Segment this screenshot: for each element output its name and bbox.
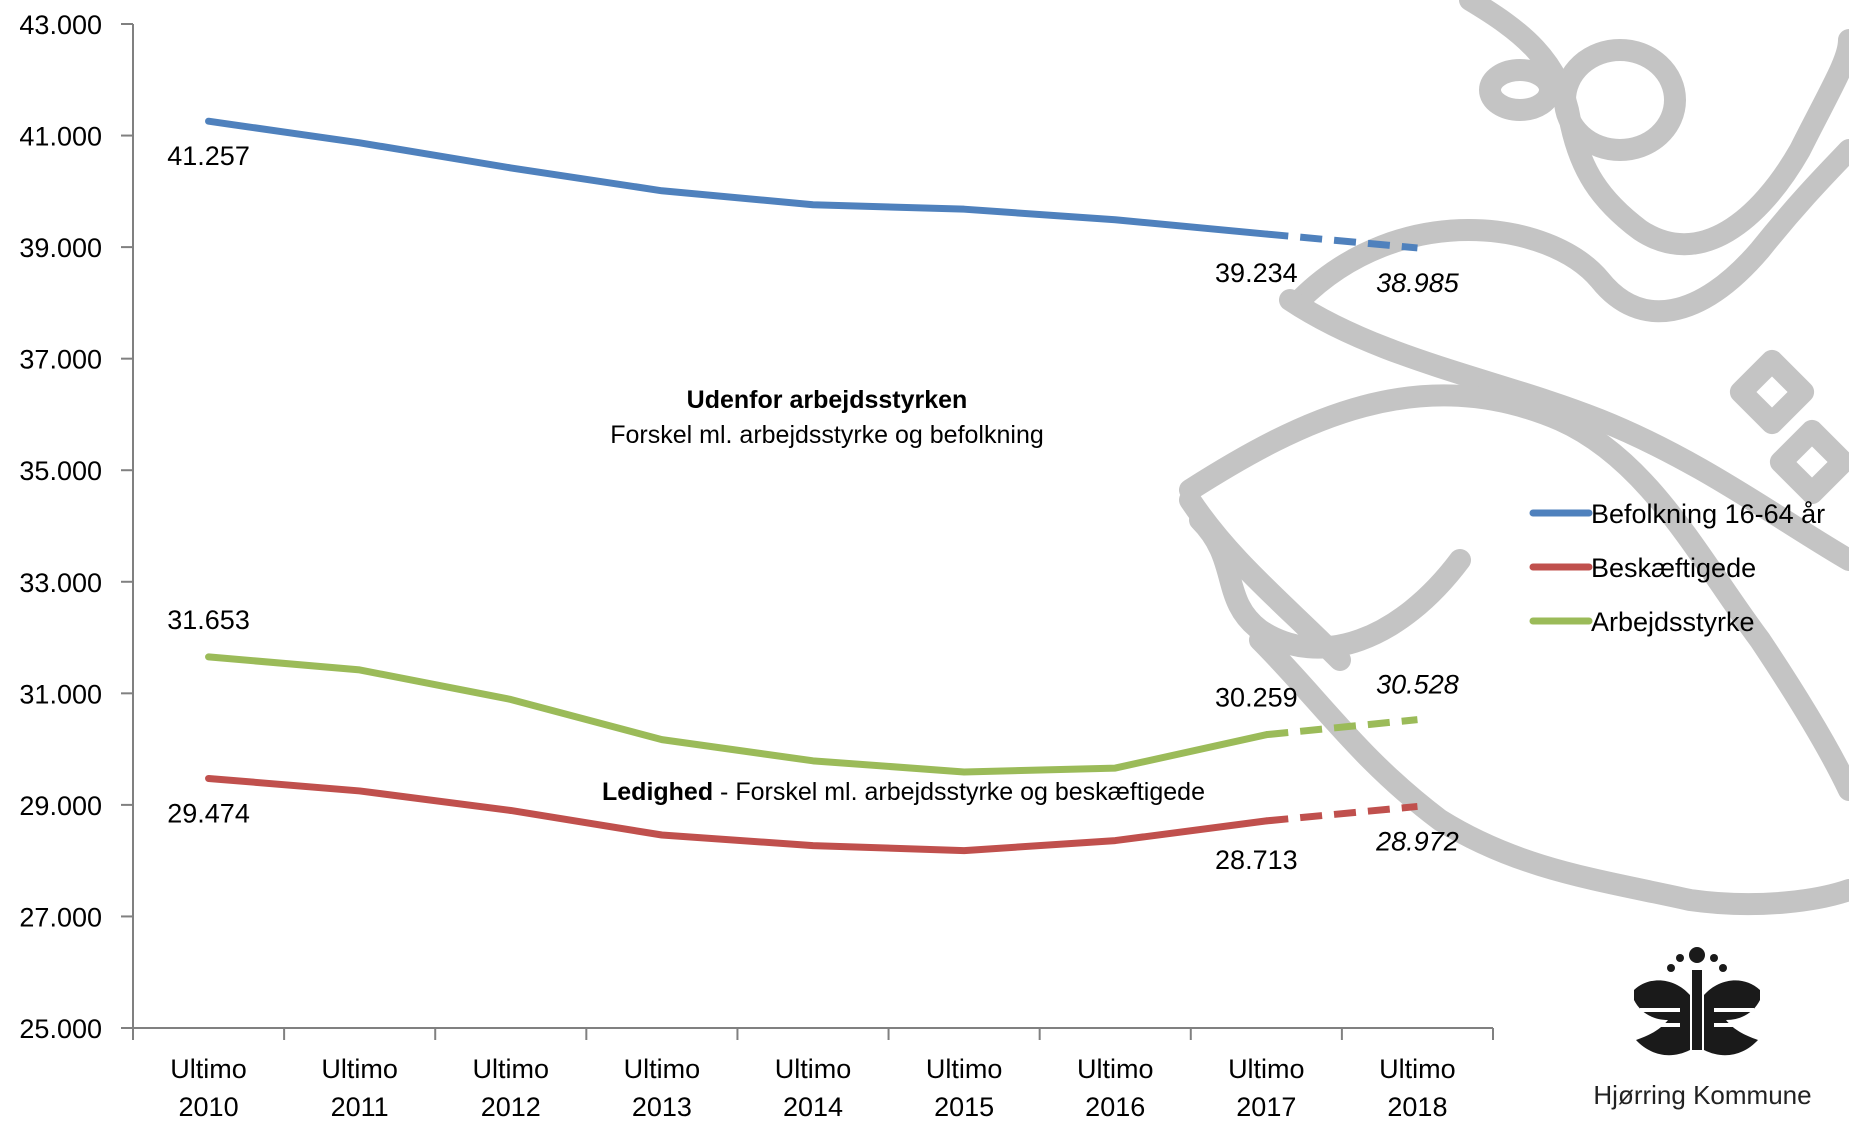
- legend-label: Arbejdsstyrke: [1591, 607, 1755, 637]
- x-tick-label: Ultimo 2010: [170, 1054, 247, 1121]
- x-tick-label: Ultimo 2013: [624, 1054, 701, 1121]
- y-tick-label: 33.000: [19, 568, 102, 598]
- series-forecast-arbejdsstyrke: [1265, 716, 1418, 739]
- y-tick-label: 43.000: [19, 10, 102, 40]
- data-label: 39.234: [1215, 258, 1298, 288]
- legend-label: Beskæftigede: [1591, 553, 1756, 583]
- y-tick-label: 31.000: [19, 679, 102, 709]
- x-tick-label: Ultimo 2016: [1077, 1054, 1154, 1121]
- unemployment-bold: Ledighed: [602, 778, 713, 806]
- legend: Befolkning 16-64 år Beskæftigede Arbejdsst…: [1529, 499, 1825, 637]
- hjorring-kommune-logo: [1634, 947, 1760, 1056]
- data-label: 30.528: [1376, 670, 1459, 700]
- data-labels: 41.257 39.234 38.985 29.474 28.713 28.972 31.6…: [167, 141, 1459, 875]
- x-tick-label: Ultimo 2017: [1228, 1054, 1305, 1121]
- y-tick-label: 25.000: [19, 1014, 102, 1044]
- series-group: [205, 117, 1418, 855]
- y-tick-label: 37.000: [19, 345, 102, 375]
- series-line-beskæftigede: [205, 774, 1270, 855]
- series-line-befolkning-16-64-år: [205, 117, 1270, 238]
- legend-label: Befolkning 16-64 år: [1591, 499, 1825, 529]
- y-tick-label: 29.000: [19, 791, 102, 821]
- data-label: 28.972: [1375, 826, 1459, 856]
- y-tick-label: 41.000: [19, 122, 102, 152]
- y-tick-label: 39.000: [19, 233, 102, 263]
- outside-workforce-title: Udenfor arbejdsstyrken: [687, 386, 968, 414]
- watermark-emblem: [1179, 0, 1849, 916]
- x-tick-label: Ultimo 2014: [775, 1054, 852, 1121]
- series-forecast-befolkning-16-64-år: [1266, 230, 1418, 252]
- y-tick-label: 35.000: [19, 456, 102, 486]
- logo-caption: Hjørring Kommune: [1593, 1080, 1812, 1110]
- series-forecast-beskæftigede: [1266, 802, 1418, 825]
- x-tick-label: Ultimo 2012: [473, 1054, 550, 1121]
- data-label: 38.985: [1376, 268, 1460, 298]
- data-label: 30.259: [1215, 683, 1298, 713]
- x-tick-label: Ultimo 2015: [926, 1054, 1003, 1121]
- data-label: 31.653: [167, 605, 250, 635]
- outside-workforce-text: Forskel ml. arbejdsstyrke og befolkning: [610, 421, 1044, 449]
- data-label: 41.257: [167, 141, 250, 171]
- data-label: 28.713: [1215, 845, 1298, 875]
- x-tick-label: Ultimo 2018: [1379, 1054, 1456, 1121]
- y-axis: 25.000 27.000 29.000 31.000 33.000 35.000 37.0…: [19, 10, 134, 1044]
- unemployment-annotation: Ledighed - Forskel ml. arbejdsstyrke og …: [602, 778, 1205, 806]
- x-tick-label: Ultimo 2011: [321, 1054, 398, 1121]
- y-tick-label: 27.000: [19, 902, 102, 932]
- series-line-arbejdsstyrke: [205, 653, 1270, 776]
- unemployment-text: - Forskel ml. arbejdsstyrke og beskæftig…: [713, 778, 1205, 806]
- x-axis: Ultimo 2010 Ultimo 2011 Ultimo 2012 Ultimo 2013…: [132, 1027, 1494, 1121]
- data-label: 29.474: [167, 798, 250, 828]
